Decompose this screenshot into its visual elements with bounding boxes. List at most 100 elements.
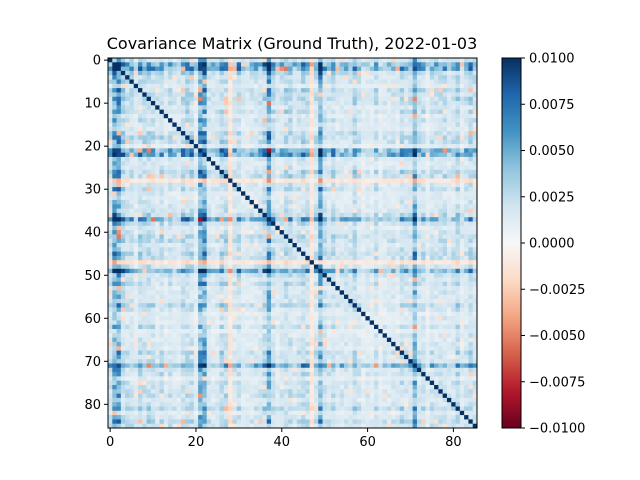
- heatmap-cell: [112, 225, 117, 231]
- heatmap-cell: [116, 243, 122, 248]
- heatmap-cell: [421, 79, 426, 85]
- heatmap-cell: [326, 58, 332, 63]
- heatmap-cell: [120, 208, 126, 214]
- heatmap-cell: [318, 174, 323, 179]
- heatmap-cell: [138, 243, 143, 248]
- heatmap-cell: [429, 109, 435, 115]
- heatmap-cell: [180, 303, 186, 308]
- heatmap-cell: [189, 221, 195, 227]
- heatmap-cell: [305, 113, 311, 119]
- heatmap-cell: [219, 174, 225, 179]
- heatmap-cell: [155, 156, 160, 162]
- heatmap-cell: [120, 118, 126, 123]
- heatmap-cell: [125, 148, 130, 154]
- heatmap-cell: [198, 260, 203, 265]
- heatmap-cell: [429, 255, 435, 261]
- heatmap-cell: [215, 144, 220, 149]
- heatmap-cell: [241, 277, 246, 283]
- heatmap-cell: [288, 113, 293, 119]
- heatmap-cell: [356, 122, 362, 128]
- heatmap-cell: [172, 135, 178, 141]
- heatmap-cell: [245, 83, 250, 89]
- heatmap-cell: [404, 268, 409, 274]
- heatmap-cell: [386, 247, 392, 252]
- heatmap-cell: [404, 148, 409, 154]
- heatmap-cell: [348, 122, 353, 128]
- heatmap-cell: [249, 199, 255, 205]
- heatmap-cell: [129, 152, 135, 158]
- heatmap-cell: [459, 148, 465, 154]
- heatmap-cell: [253, 152, 259, 158]
- heatmap-cell: [245, 264, 250, 270]
- heatmap-cell: [318, 303, 323, 308]
- heatmap-cell: [279, 174, 285, 179]
- heatmap-cell: [468, 303, 474, 308]
- heatmap-cell: [459, 58, 465, 63]
- heatmap-cell: [322, 135, 328, 141]
- heatmap-cell: [335, 113, 341, 119]
- heatmap-cell: [155, 70, 160, 76]
- heatmap-cell: [464, 156, 469, 162]
- heatmap-cell: [404, 225, 409, 231]
- heatmap-cell: [404, 277, 409, 283]
- heatmap-cell: [266, 109, 272, 115]
- heatmap-cell: [404, 290, 409, 296]
- heatmap-cell: [155, 79, 160, 85]
- heatmap-cell: [361, 204, 366, 209]
- heatmap-cell: [258, 247, 263, 252]
- heatmap-cell: [361, 122, 366, 128]
- heatmap-cell: [446, 126, 452, 132]
- heatmap-cell: [382, 268, 388, 274]
- heatmap-cell: [446, 217, 452, 222]
- heatmap-cell: [408, 109, 414, 115]
- heatmap-cell: [249, 88, 255, 93]
- heatmap-cell: [189, 88, 195, 93]
- heatmap-cell: [438, 217, 444, 222]
- heatmap-cell: [193, 144, 199, 149]
- heatmap-cell: [335, 208, 341, 214]
- heatmap-cell: [245, 79, 250, 85]
- heatmap-cell: [421, 135, 426, 141]
- heatmap-cell: [472, 243, 478, 248]
- heatmap-cell: [343, 204, 349, 209]
- heatmap-cell: [112, 208, 117, 214]
- heatmap-cell: [365, 92, 371, 98]
- heatmap-cell: [305, 281, 311, 287]
- heatmap-cell: [189, 66, 195, 72]
- heatmap-cell: [168, 212, 173, 218]
- heatmap-cell: [442, 105, 448, 111]
- heatmap-cell: [142, 83, 148, 89]
- heatmap-cell: [189, 92, 195, 98]
- heatmap-cell: [245, 268, 250, 274]
- heatmap-cell: [361, 70, 366, 76]
- heatmap-cell: [442, 109, 448, 115]
- heatmap-cell: [446, 139, 452, 145]
- heatmap-cell: [228, 225, 233, 231]
- heatmap-cell: [438, 75, 444, 80]
- heatmap-cell: [322, 70, 328, 76]
- heatmap-cell: [369, 135, 375, 141]
- heatmap-cell: [249, 212, 255, 218]
- heatmap-cell: [395, 247, 401, 252]
- heatmap-cell: [412, 187, 418, 192]
- heatmap-cell: [176, 152, 182, 158]
- heatmap-cell: [404, 303, 409, 308]
- heatmap-cell: [352, 101, 358, 106]
- heatmap-cell: [172, 221, 178, 227]
- heatmap-cell: [331, 161, 336, 166]
- heatmap-cell: [258, 88, 263, 93]
- heatmap-cell: [146, 303, 152, 308]
- heatmap-cell: [374, 290, 379, 296]
- heatmap-cell: [108, 66, 113, 72]
- heatmap-cell: [271, 152, 276, 158]
- heatmap-cell: [331, 247, 336, 252]
- heatmap-cell: [404, 126, 409, 132]
- heatmap-cell: [318, 238, 323, 244]
- heatmap-cell: [108, 264, 113, 270]
- heatmap-cell: [404, 238, 409, 244]
- heatmap-cell: [391, 135, 396, 141]
- heatmap-cell: [374, 251, 379, 257]
- heatmap-cell: [472, 273, 478, 278]
- heatmap-cell: [421, 131, 426, 136]
- heatmap-cell: [129, 62, 135, 67]
